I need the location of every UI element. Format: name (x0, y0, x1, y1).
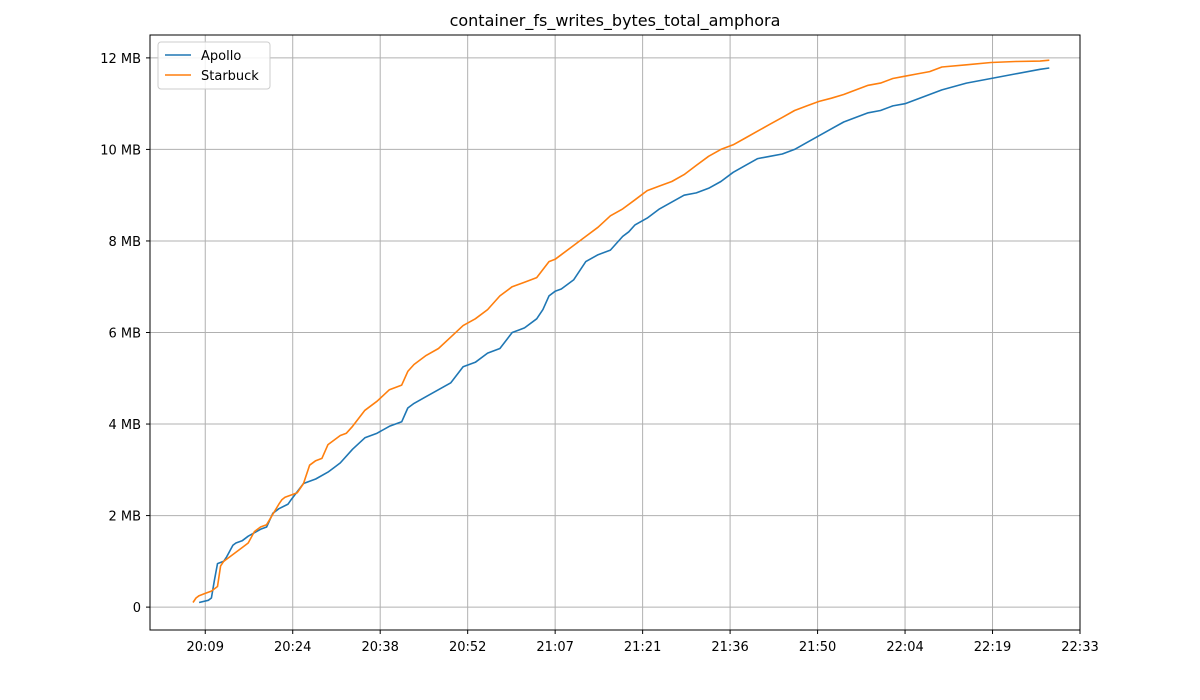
x-axis: 20:09 20:24 20:38 20:52 21:07 21:21 21:36 21:50… (187, 630, 1099, 655)
y-tick-label: 6 MB (108, 327, 141, 342)
series-line-apollo (198, 67, 1050, 604)
x-tick-label: 20:09 (187, 640, 224, 655)
x-tick-label: 21:21 (624, 640, 661, 655)
y-axis: 0 2 MB 4 MB 6 MB 8 MB 10 MB 12 MB (100, 52, 150, 616)
legend-label-starbuck: Starbuck (201, 69, 259, 84)
y-tick-label: 8 MB (108, 235, 141, 250)
chart-title: container_fs_writes_bytes_total_amphora (450, 11, 781, 31)
x-tick-label: 22:33 (1061, 640, 1098, 655)
x-tick-label: 21:50 (799, 640, 836, 655)
y-tick-label: 0 (133, 601, 141, 616)
x-tick-label: 22:19 (974, 640, 1011, 655)
legend-box (157, 41, 271, 90)
y-tick-label: 4 MB (108, 418, 141, 433)
x-tick-label: 20:38 (361, 640, 398, 655)
x-tick-label: 21:07 (536, 640, 573, 655)
series-line-starbuck (192, 59, 1050, 603)
x-tick-label: 21:36 (711, 640, 748, 655)
y-tick-label: 10 MB (100, 143, 141, 158)
y-tick-label: 2 MB (108, 510, 141, 525)
series-layer (192, 59, 1050, 604)
legend: Apollo Starbuck (157, 41, 271, 90)
y-tick-label: 12 MB (100, 52, 141, 67)
x-tick-label: 20:24 (274, 640, 311, 655)
x-tick-label: 20:52 (449, 640, 486, 655)
grid (150, 35, 1081, 630)
x-tick-label: 22:04 (886, 640, 923, 655)
legend-label-apollo: Apollo (201, 49, 241, 64)
